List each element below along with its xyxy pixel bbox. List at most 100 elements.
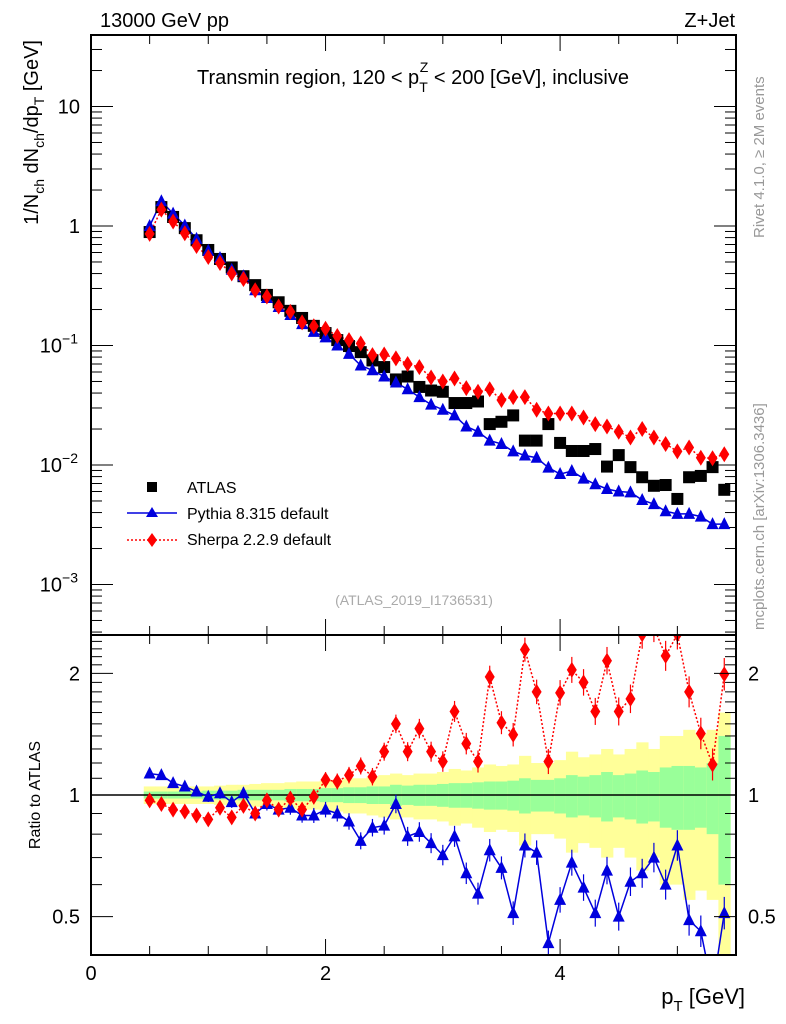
main-point-atlas bbox=[448, 397, 461, 410]
main-point-atlas bbox=[659, 479, 672, 492]
legend-label-sherpa: Sherpa 2.2.9 default bbox=[187, 532, 332, 549]
main-point-pythia bbox=[507, 444, 520, 457]
stat-uncertainty-band bbox=[554, 778, 567, 814]
main-point-sherpa bbox=[719, 446, 730, 463]
ratio-y-tick-label-right: 0.5 bbox=[748, 907, 776, 929]
ratio-point-sherpa bbox=[179, 803, 190, 820]
ratio-point-pythia bbox=[190, 784, 203, 797]
main-point-sherpa bbox=[648, 429, 659, 446]
main-point-sherpa bbox=[519, 389, 530, 406]
main-axis-ticks bbox=[90, 35, 737, 635]
main-point-pythia bbox=[718, 517, 731, 530]
ratio-point-sherpa bbox=[402, 743, 413, 760]
stat-uncertainty-band bbox=[624, 773, 637, 820]
ratio-point-sherpa bbox=[461, 735, 472, 752]
ratio-point-pythia bbox=[460, 866, 473, 879]
stat-uncertainty-band bbox=[659, 767, 672, 828]
ratio-point-sherpa bbox=[379, 743, 390, 760]
ratio-point-sherpa bbox=[602, 652, 612, 669]
main-point-sherpa bbox=[308, 318, 319, 335]
main-point-sherpa bbox=[660, 435, 671, 452]
y-tick-label: 10−2 bbox=[40, 450, 78, 477]
ratio-point-sherpa bbox=[653, 635, 655, 636]
main-point-sherpa bbox=[156, 201, 167, 218]
ratio-point-pythia bbox=[307, 808, 320, 821]
ratio-series bbox=[143, 635, 731, 955]
main-point-sherpa bbox=[402, 356, 413, 373]
main-point-sherpa bbox=[566, 405, 577, 422]
main-point-sherpa bbox=[367, 347, 378, 364]
ratio-point-sherpa bbox=[355, 757, 366, 774]
main-point-pythia bbox=[589, 477, 602, 490]
x-tick-label: 2 bbox=[320, 963, 331, 985]
main-point-sherpa bbox=[250, 282, 261, 299]
ratio-point-sherpa bbox=[320, 771, 331, 788]
stat-uncertainty-band bbox=[612, 775, 626, 818]
main-point-pythia bbox=[612, 484, 625, 497]
main-point-atlas bbox=[601, 460, 613, 473]
ratio-point-pythia bbox=[483, 843, 496, 856]
ratio-point-sherpa bbox=[660, 647, 671, 664]
main-point-pythia bbox=[601, 481, 613, 494]
main-point-pythia bbox=[460, 419, 473, 432]
ratio-uncertainty-bands bbox=[143, 712, 731, 955]
main-point-sherpa bbox=[344, 332, 354, 349]
ratio-point-sherpa bbox=[637, 635, 647, 643]
ratio-point-pythia bbox=[542, 936, 555, 949]
main-point-atlas bbox=[683, 471, 696, 484]
ratio-point-pythia bbox=[378, 818, 391, 831]
main-point-sherpa bbox=[320, 320, 331, 337]
main-point-pythia bbox=[389, 375, 402, 388]
main-point-pythia bbox=[659, 504, 672, 517]
ratio-point-pythia bbox=[636, 866, 649, 879]
stat-uncertainty-band bbox=[683, 765, 696, 830]
ratio-point-pythia bbox=[577, 880, 590, 893]
ratio-plot-frame bbox=[90, 634, 737, 956]
main-point-pythia bbox=[425, 397, 438, 410]
ratio-point-sherpa bbox=[261, 792, 272, 809]
main-point-pythia bbox=[565, 464, 578, 477]
main-point-sherpa bbox=[203, 249, 214, 266]
ratio-point-sherpa bbox=[519, 641, 530, 658]
main-point-atlas bbox=[436, 385, 449, 398]
main-y-tick-labels: 10 1 10−1 10−2 10−3 bbox=[40, 97, 80, 597]
x-axis-label: pT [GeV] bbox=[661, 984, 745, 1015]
main-point-pythia bbox=[530, 450, 543, 463]
main-point-atlas bbox=[460, 397, 473, 410]
main-point-atlas bbox=[647, 479, 660, 492]
main-point-atlas bbox=[671, 492, 684, 505]
main-point-atlas bbox=[554, 436, 567, 449]
main-plot: 10 1 10−1 10−2 10−3 Transmin region, 120 < p… bbox=[21, 34, 737, 636]
ratio-axis-ticks bbox=[90, 635, 737, 955]
main-point-sherpa bbox=[543, 405, 554, 422]
ratio-y-tick-label-right: 1 bbox=[748, 785, 759, 807]
main-point-sherpa bbox=[461, 380, 472, 397]
main-point-sherpa bbox=[168, 213, 179, 230]
main-point-atlas bbox=[472, 395, 484, 408]
main-point-atlas bbox=[378, 361, 391, 374]
y-tick-label: 10−3 bbox=[40, 570, 78, 597]
main-point-pythia bbox=[483, 433, 496, 446]
ratio-point-sherpa bbox=[226, 809, 237, 826]
x-tick-label: 4 bbox=[555, 963, 566, 985]
ratio-point-pythia bbox=[624, 874, 637, 887]
stat-uncertainty-band bbox=[636, 770, 649, 824]
main-point-sherpa bbox=[590, 416, 601, 433]
main-point-sherpa bbox=[215, 255, 225, 272]
ratio-point-sherpa bbox=[695, 725, 706, 742]
main-point-atlas bbox=[413, 380, 426, 393]
stat-uncertainty-band bbox=[694, 767, 708, 828]
ratio-point-sherpa bbox=[308, 788, 319, 805]
stat-uncertainty-band bbox=[718, 735, 731, 885]
ratio-point-sherpa bbox=[684, 683, 695, 700]
main-point-pythia bbox=[167, 206, 180, 219]
main-point-sherpa bbox=[473, 383, 483, 400]
main-point-atlas bbox=[354, 346, 367, 359]
ratio-point-pythia bbox=[530, 845, 543, 858]
legend-marker-pythia bbox=[146, 507, 158, 517]
stat-uncertainty-band bbox=[671, 765, 684, 830]
legend-marker-atlas bbox=[147, 482, 157, 492]
ratio-point-sherpa bbox=[496, 714, 507, 731]
ratio-point-sherpa bbox=[590, 703, 601, 720]
